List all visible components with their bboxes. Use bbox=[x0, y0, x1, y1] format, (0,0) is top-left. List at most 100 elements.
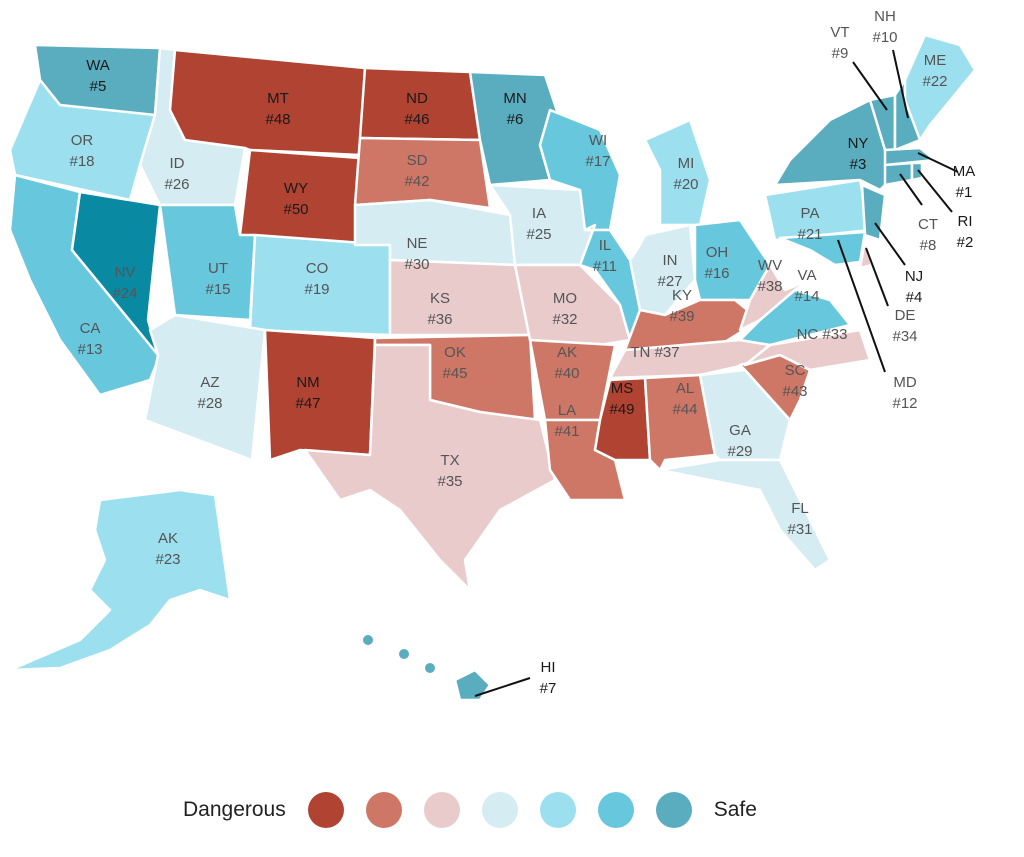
legend-swatch-5 bbox=[539, 792, 576, 828]
state-nc[interactable] bbox=[743, 328, 872, 372]
state-label: NC #33 bbox=[797, 326, 848, 343]
legend-swatch-1 bbox=[307, 792, 344, 828]
legend-swatch-7 bbox=[655, 792, 692, 828]
state-il[interactable] bbox=[578, 223, 642, 342]
state-rank: #28 bbox=[197, 395, 222, 412]
state-rank: #32 bbox=[552, 311, 577, 328]
state-fl[interactable] bbox=[658, 458, 832, 572]
state-label: NV bbox=[115, 264, 136, 281]
state-or[interactable] bbox=[8, 78, 157, 202]
state-label: IN bbox=[663, 252, 678, 269]
state-rank: #34 bbox=[892, 328, 917, 345]
state-rank: #22 bbox=[922, 73, 947, 90]
state-rank: #18 bbox=[69, 153, 94, 170]
state-label: WV bbox=[758, 257, 782, 274]
state-label: WI bbox=[589, 132, 607, 149]
state-label: TN #37 bbox=[630, 344, 679, 361]
state-label: NM bbox=[296, 374, 319, 391]
state-rank: #14 bbox=[794, 288, 819, 305]
state-rank: #45 bbox=[442, 365, 467, 382]
state-nj[interactable] bbox=[860, 183, 887, 242]
state-mi[interactable] bbox=[643, 118, 712, 227]
state-label: AZ bbox=[200, 374, 219, 391]
state-me[interactable] bbox=[903, 33, 977, 142]
state-rank: #49 bbox=[609, 401, 634, 418]
state-hi[interactable] bbox=[453, 668, 492, 702]
state-rank: #5 bbox=[90, 78, 107, 95]
state-rank: #31 bbox=[787, 521, 812, 538]
state-label: MD bbox=[893, 374, 916, 391]
state-sd[interactable] bbox=[353, 136, 492, 210]
state-label: HI bbox=[541, 659, 556, 676]
state-wy[interactable] bbox=[238, 148, 362, 247]
state-rank: #42 bbox=[404, 173, 429, 190]
state-rank: #16 bbox=[704, 265, 729, 282]
state-rank: #30 bbox=[404, 256, 429, 273]
state-rank: #37 bbox=[655, 344, 680, 361]
state-rank: #25 bbox=[526, 226, 551, 243]
state-label: CT bbox=[918, 216, 938, 233]
state-label: ME bbox=[924, 52, 947, 69]
hawaii-island bbox=[399, 649, 409, 659]
state-aka[interactable] bbox=[8, 488, 232, 672]
state-label: MA bbox=[953, 163, 976, 180]
state-rank: #35 bbox=[437, 473, 462, 490]
legend-swatch-3 bbox=[423, 792, 460, 828]
state-label: MI bbox=[678, 155, 695, 172]
state-rank: #10 bbox=[872, 29, 897, 46]
state-label: AK bbox=[158, 530, 178, 547]
state-rank: #36 bbox=[427, 311, 452, 328]
state-label: MS bbox=[611, 380, 634, 397]
state-tx[interactable] bbox=[303, 343, 557, 592]
state-label: MO bbox=[553, 290, 577, 307]
leader-line bbox=[837, 239, 886, 373]
legend: Dangerous Safe bbox=[183, 792, 757, 828]
legend-swatch-6 bbox=[597, 792, 634, 828]
leader-line bbox=[852, 61, 888, 111]
state-label: TX bbox=[440, 452, 459, 469]
state-rank: #41 bbox=[554, 423, 579, 440]
state-rank: #44 bbox=[672, 401, 697, 418]
state-label: LA bbox=[558, 402, 576, 419]
state-label: PA bbox=[801, 205, 820, 222]
state-label: DE bbox=[895, 307, 916, 324]
state-label: VA bbox=[798, 267, 817, 284]
state-wv[interactable] bbox=[738, 263, 812, 332]
state-label: NY bbox=[848, 135, 869, 152]
state-rank: #21 bbox=[797, 226, 822, 243]
hawaii-island bbox=[425, 663, 435, 673]
state-rank: #46 bbox=[404, 111, 429, 128]
state-rank: #19 bbox=[304, 281, 329, 298]
state-label: SC bbox=[785, 362, 806, 379]
state-label: NH bbox=[874, 8, 896, 25]
leader-line bbox=[899, 173, 923, 206]
state-label: OH bbox=[706, 244, 729, 261]
hawaii-island bbox=[363, 635, 373, 645]
state-rank: #9 bbox=[832, 45, 849, 62]
state-ri[interactable] bbox=[910, 161, 924, 182]
state-rank: #50 bbox=[283, 201, 308, 218]
legend-swatch-2 bbox=[365, 792, 402, 828]
state-rank: #2 bbox=[957, 234, 974, 251]
state-rank: #33 bbox=[822, 326, 847, 343]
state-label: SD bbox=[407, 152, 428, 169]
state-rank: #47 bbox=[295, 395, 320, 412]
state-rank: #15 bbox=[205, 281, 230, 298]
state-rank: #4 bbox=[906, 289, 923, 306]
state-ct[interactable] bbox=[883, 161, 914, 187]
state-label: WY bbox=[284, 180, 308, 197]
state-rank: #8 bbox=[920, 237, 937, 254]
state-label: UT bbox=[208, 260, 228, 277]
state-label: OK bbox=[444, 344, 466, 361]
state-label: ND bbox=[406, 90, 428, 107]
state-label: VT bbox=[830, 24, 849, 41]
state-va[interactable] bbox=[738, 288, 852, 347]
legend-safe-label: Safe bbox=[713, 798, 757, 821]
state-rank: #12 bbox=[892, 395, 917, 412]
state-rank: #7 bbox=[540, 680, 557, 697]
leader-line bbox=[917, 169, 953, 213]
state-rank: #23 bbox=[155, 551, 180, 568]
state-label: CA bbox=[80, 320, 101, 337]
state-rank: #11 bbox=[593, 258, 617, 275]
